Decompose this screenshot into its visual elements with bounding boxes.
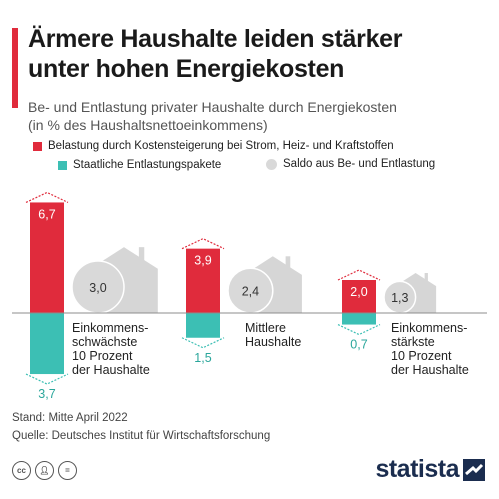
cc-icon[interactable]: cc bbox=[12, 461, 31, 480]
category-label: Einkommens-schwächste 10 Prozent der Haush… bbox=[72, 321, 150, 377]
category-label-line: 10 Prozent bbox=[72, 349, 133, 363]
category-label: Mittlere Haushalte bbox=[245, 321, 301, 349]
bar-entlastung-arrow bbox=[181, 337, 225, 349]
legend-label-saldo: Saldo aus Be- und Entlastung bbox=[283, 158, 436, 170]
category-label-line: Einkommens- bbox=[391, 321, 468, 335]
category-label-line: 10 Prozent bbox=[391, 349, 452, 363]
legend-label-entlastung: Staatliche Entlastungspakete bbox=[73, 159, 222, 171]
bar-entlastung bbox=[30, 313, 64, 375]
legend-item-belastung: Belastung durch Kostensteigerung bei Str… bbox=[33, 140, 394, 152]
house-chimney bbox=[138, 247, 145, 261]
bar-entlastung-arrow bbox=[337, 324, 381, 336]
equals-icon[interactable]: = bbox=[58, 461, 77, 480]
bar-belastung-arrow bbox=[181, 237, 225, 250]
category-label-line: der Haushalte bbox=[391, 363, 469, 377]
page-title: Ärmere Haushalte leiden stärker unter ho… bbox=[28, 24, 493, 84]
bar-entlastung bbox=[342, 313, 376, 325]
person-icon[interactable]: 👤︎ bbox=[35, 461, 54, 480]
category-label-line: stärkste bbox=[391, 335, 435, 349]
category-label-line: Einkommens- bbox=[72, 321, 149, 335]
legend-swatch-entlastung bbox=[58, 160, 67, 170]
category-label-line: der Haushalte bbox=[72, 363, 150, 377]
category-label-line: Haushalte bbox=[245, 335, 302, 349]
footer-source: Quelle: Deutsches Institut für Wirtschaf… bbox=[12, 430, 271, 442]
data-label-saldo: 3,0 bbox=[89, 281, 106, 295]
statista-logo-icon bbox=[463, 458, 485, 481]
bar-belastung-arrow bbox=[25, 191, 69, 203]
bar-belastung bbox=[186, 248, 220, 313]
data-label-entlastung: 0,7 bbox=[350, 338, 367, 352]
legend-swatch-belastung bbox=[33, 141, 42, 151]
legend-item-saldo: Saldo aus Be- und Entlastung bbox=[266, 158, 435, 170]
license-icons: cc 👤︎ = bbox=[12, 461, 77, 480]
legend: Belastung durch Kostensteigerung bei Str… bbox=[0, 140, 499, 180]
house-chimney bbox=[424, 272, 428, 282]
legend-item-entlastung: Staatliche Entlastungspakete bbox=[58, 159, 221, 171]
data-label-entlastung: 1,5 bbox=[194, 351, 211, 365]
title-line-1: Ärmere Haushalte leiden stärker bbox=[28, 25, 403, 53]
data-label-belastung: 3,9 bbox=[194, 254, 211, 268]
data-label-belastung: 2,0 bbox=[350, 285, 367, 299]
legend-label-belastung: Belastung durch Kostensteigerung bei Str… bbox=[48, 140, 394, 152]
data-label-saldo: 2,4 bbox=[242, 285, 259, 299]
bar-belastung bbox=[30, 202, 64, 313]
page-subtitle: Be- und Entlastung privater Haushalte du… bbox=[28, 98, 493, 134]
title-accent-bar bbox=[12, 28, 18, 108]
category-label-line: Mittlere bbox=[245, 321, 286, 335]
subtitle-line-1: Be- und Entlastung privater Haushalte du… bbox=[28, 99, 397, 115]
legend-swatch-saldo bbox=[266, 158, 277, 170]
house-chimney bbox=[285, 256, 291, 268]
subtitle-line-2: (in % des Haushaltsnettoeinkommens) bbox=[28, 117, 268, 133]
bar-entlastung-arrow bbox=[25, 373, 69, 385]
footer-stand: Stand: Mitte April 2022 bbox=[12, 412, 128, 424]
category-label-line: schwächste bbox=[72, 335, 138, 349]
title-line-2: unter hohen Energiekosten bbox=[28, 55, 345, 83]
statista-logo[interactable]: statista bbox=[375, 455, 485, 484]
logo-text: statista bbox=[375, 455, 459, 483]
bar-belastung bbox=[342, 280, 376, 313]
data-label-entlastung: 3,7 bbox=[38, 387, 55, 401]
data-label-belastung: 6,7 bbox=[38, 207, 55, 221]
bar-entlastung bbox=[186, 313, 220, 338]
bar-belastung-arrow bbox=[337, 269, 381, 281]
data-label-saldo: 1,3 bbox=[391, 291, 408, 305]
category-label: Einkommens-stärkste 10 Prozent der Haushal… bbox=[391, 321, 469, 377]
